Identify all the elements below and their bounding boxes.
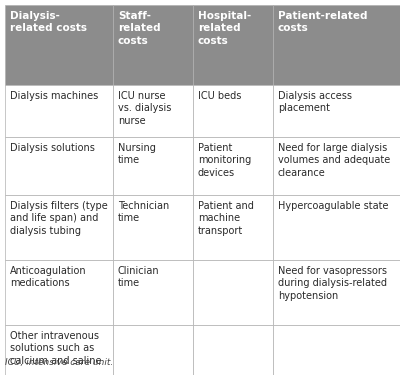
Bar: [5, 85, 113, 137]
Text: Technician
time: Technician time: [118, 201, 169, 223]
Text: Anticoagulation
medications: Anticoagulation medications: [10, 266, 87, 288]
Text: Need for large dialysis
volumes and adequate
clearance: Need for large dialysis volumes and adeq…: [278, 143, 390, 178]
Bar: [113, 260, 193, 325]
Bar: [113, 195, 193, 260]
Bar: [273, 260, 400, 325]
Text: Nursing
time: Nursing time: [118, 143, 156, 165]
Bar: [273, 195, 400, 260]
Bar: [273, 5, 400, 85]
Bar: [5, 260, 113, 325]
Bar: [113, 137, 193, 195]
Text: Hypercoagulable state: Hypercoagulable state: [278, 201, 388, 211]
Bar: [193, 137, 273, 195]
Text: Patient-related
costs: Patient-related costs: [278, 11, 368, 33]
Bar: [193, 5, 273, 85]
Text: Clinician
time: Clinician time: [118, 266, 160, 288]
Text: Hospital-
related
costs: Hospital- related costs: [198, 11, 251, 46]
Bar: [5, 137, 113, 195]
Bar: [5, 5, 113, 85]
Bar: [193, 85, 273, 137]
Text: Patient
monitoring
devices: Patient monitoring devices: [198, 143, 251, 178]
Text: Dialysis access
placement: Dialysis access placement: [278, 91, 352, 113]
Bar: [113, 85, 193, 137]
Text: Staff-
related
costs: Staff- related costs: [118, 11, 161, 46]
Text: ICU nurse
vs. dialysis
nurse: ICU nurse vs. dialysis nurse: [118, 91, 171, 126]
Bar: [5, 195, 113, 260]
Bar: [273, 137, 400, 195]
Bar: [273, 325, 400, 375]
Bar: [273, 85, 400, 137]
Text: Other intravenous
solutions such as
calcium and saline: Other intravenous solutions such as calc…: [10, 331, 102, 366]
Bar: [193, 325, 273, 375]
Text: Dialysis solutions: Dialysis solutions: [10, 143, 95, 153]
Bar: [113, 5, 193, 85]
Text: Dialysis filters (type
and life span) and
dialysis tubing: Dialysis filters (type and life span) an…: [10, 201, 108, 236]
Text: Dialysis machines: Dialysis machines: [10, 91, 98, 101]
Bar: [193, 195, 273, 260]
Text: Need for vasopressors
during dialysis-related
hypotension: Need for vasopressors during dialysis-re…: [278, 266, 387, 301]
Bar: [5, 325, 113, 375]
Text: Dialysis-
related costs: Dialysis- related costs: [10, 11, 87, 33]
Bar: [193, 260, 273, 325]
Text: ICU, intensive care unit.: ICU, intensive care unit.: [5, 358, 113, 367]
Bar: [113, 325, 193, 375]
Text: ICU beds: ICU beds: [198, 91, 241, 101]
Text: Patient and
machine
transport: Patient and machine transport: [198, 201, 254, 236]
